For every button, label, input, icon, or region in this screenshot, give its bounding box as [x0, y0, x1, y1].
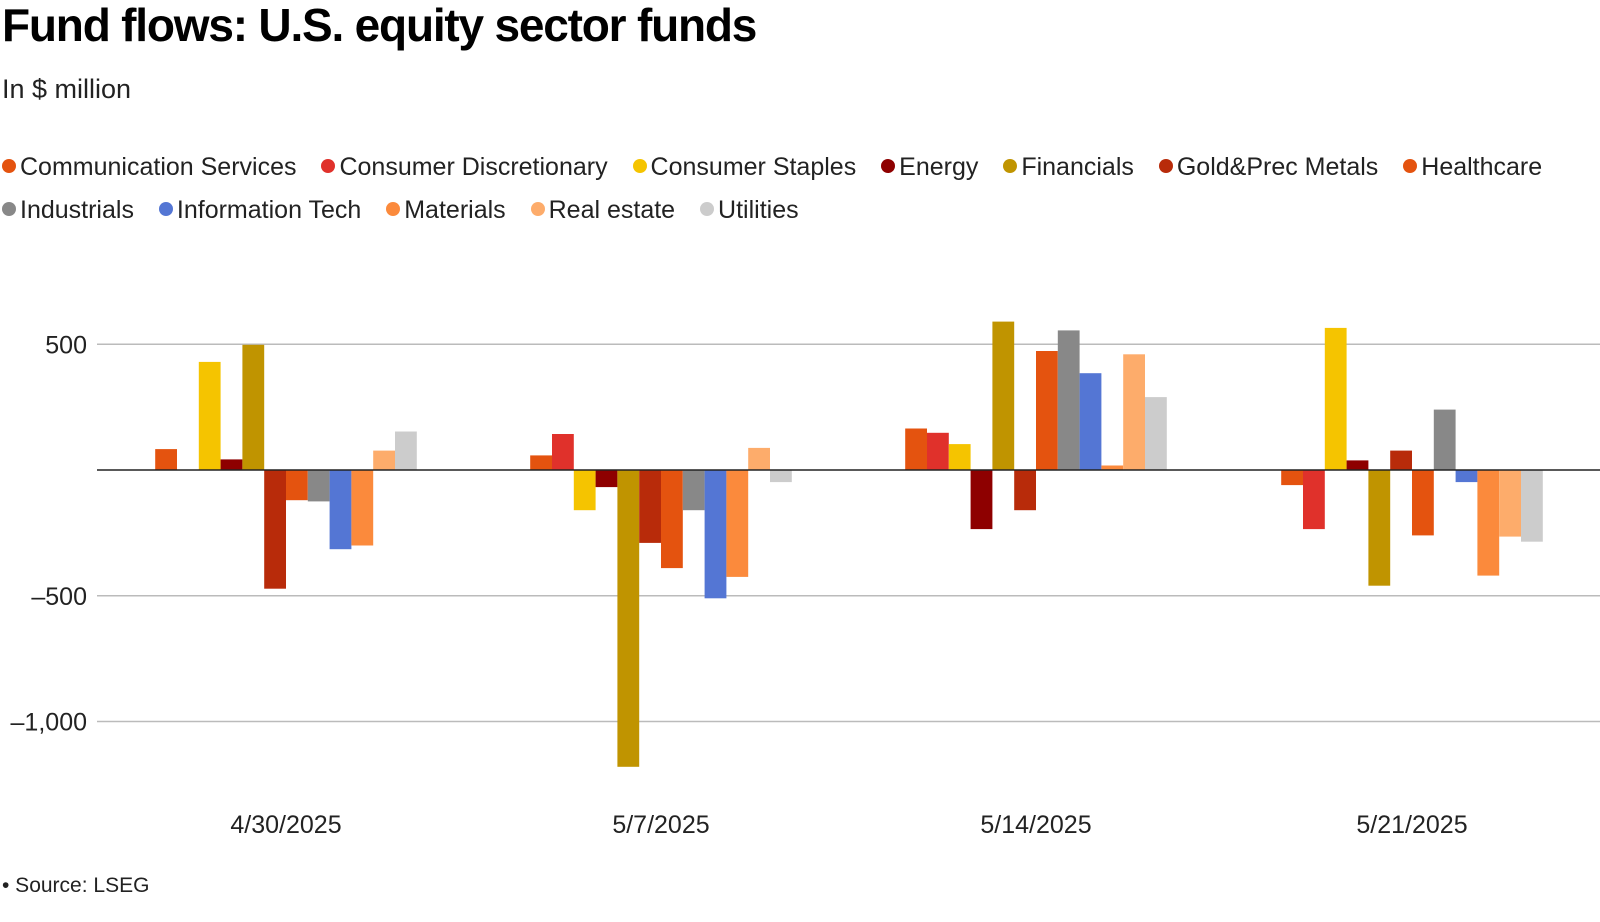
bar: [1014, 470, 1036, 511]
bar: [704, 470, 727, 599]
bar: [1123, 354, 1145, 470]
legend-item: Industrials: [2, 196, 134, 224]
legend-swatch: [700, 202, 715, 217]
bar: [948, 444, 971, 470]
bar: [155, 449, 177, 470]
legend-label: Consumer Staples: [650, 153, 857, 181]
bar: [242, 344, 265, 470]
legend-swatch: [1403, 159, 1418, 174]
bar: [1036, 351, 1058, 470]
bar: [748, 447, 770, 470]
bar: [351, 470, 374, 546]
x-tick-label: 5/21/2025: [1356, 811, 1467, 839]
bar: [1477, 470, 1500, 576]
y-tick-label: –1,000: [11, 709, 87, 737]
chart-source: • Source: LSEG: [2, 874, 150, 897]
bar: [1499, 470, 1521, 537]
bar: [220, 459, 243, 470]
legend-item: Information Tech: [158, 196, 362, 224]
legend-label: Utilities: [718, 196, 799, 224]
chart-legend: Communication Services Consumer Discreti…: [2, 146, 1572, 232]
bar: [1057, 330, 1080, 470]
legend-swatch: [321, 159, 336, 174]
legend-swatch: [1158, 159, 1173, 174]
bar: [307, 470, 330, 502]
legend-swatch: [1003, 159, 1018, 174]
legend-item: Consumer Staples: [632, 153, 857, 181]
bar: [1281, 470, 1303, 486]
legend-item: Healthcare: [1403, 153, 1542, 181]
bar: [1521, 470, 1543, 542]
bar: [552, 434, 574, 470]
x-tick-label: 4/30/2025: [230, 811, 341, 839]
bar: [1390, 450, 1412, 470]
legend-label: Materials: [404, 196, 506, 224]
legend-swatch: [2, 159, 16, 174]
bar: [329, 470, 352, 550]
bar: [395, 431, 417, 470]
bar: [264, 470, 286, 589]
bar: [373, 450, 395, 470]
legend-item: Communication Services: [2, 153, 297, 181]
legend-item: Consumer Discretionary: [321, 153, 608, 181]
chart-subtitle: In $ million: [2, 74, 132, 104]
legend-swatch: [881, 159, 896, 174]
legend-item: Materials: [386, 196, 506, 224]
legend-label: Financials: [1021, 153, 1134, 181]
bar: [617, 470, 640, 767]
bar: [905, 428, 927, 470]
legend-label: Real estate: [548, 196, 676, 224]
legend-item: Utilities: [700, 196, 799, 224]
bar: [639, 470, 661, 543]
legend-item: Energy: [881, 153, 978, 181]
legend-label: Communication Services: [20, 153, 297, 181]
bar: [1412, 470, 1434, 536]
bar: [1324, 327, 1347, 470]
legend-item: Financials: [1003, 153, 1134, 181]
bars: [155, 321, 1543, 767]
bar: [286, 470, 308, 501]
legend-label: Information Tech: [176, 196, 362, 224]
bar: [595, 470, 618, 488]
bar: [992, 321, 1015, 470]
legend-swatch: [2, 202, 16, 217]
legend-label: Energy: [899, 153, 979, 181]
bar: [1368, 470, 1391, 586]
bar: [726, 470, 749, 577]
legend-label: Gold&Prec Metals: [1176, 153, 1379, 181]
bar: [1455, 470, 1478, 483]
bar: [682, 470, 705, 511]
bar: [661, 470, 683, 569]
legend-item: Real estate: [530, 196, 676, 224]
legend-swatch: [158, 202, 173, 217]
bar: [1079, 373, 1102, 470]
x-tick-label: 5/7/2025: [612, 811, 709, 839]
bar: [1433, 409, 1456, 470]
bar: [927, 432, 949, 470]
bar: [1101, 465, 1124, 470]
bar: [1346, 460, 1369, 470]
y-tick-label: –500: [31, 583, 87, 611]
legend-label: Consumer Discretionary: [339, 153, 608, 181]
bar: [530, 455, 552, 470]
legend-label: Healthcare: [1421, 153, 1543, 181]
bar: [770, 470, 792, 483]
x-tick-label: 5/14/2025: [980, 811, 1091, 839]
legend-swatch: [386, 202, 401, 217]
legend-swatch: [530, 202, 545, 217]
chart-title: Fund flows: U.S. equity sector funds: [2, 0, 757, 51]
y-tick-label: 500: [45, 331, 87, 359]
legend-label: Industrials: [20, 196, 134, 224]
bar: [1303, 470, 1325, 530]
bar: [970, 470, 993, 530]
bar: [1145, 397, 1167, 470]
legend-swatch: [632, 159, 647, 174]
bar: [198, 361, 221, 470]
bar: [573, 470, 596, 511]
legend-item: Gold&Prec Metals: [1158, 153, 1379, 181]
